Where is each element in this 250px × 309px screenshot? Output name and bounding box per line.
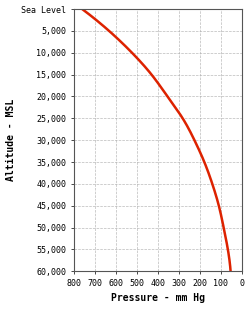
Y-axis label: Altitude - MSL: Altitude - MSL [6, 99, 16, 181]
X-axis label: Pressure - mm Hg: Pressure - mm Hg [111, 294, 205, 303]
